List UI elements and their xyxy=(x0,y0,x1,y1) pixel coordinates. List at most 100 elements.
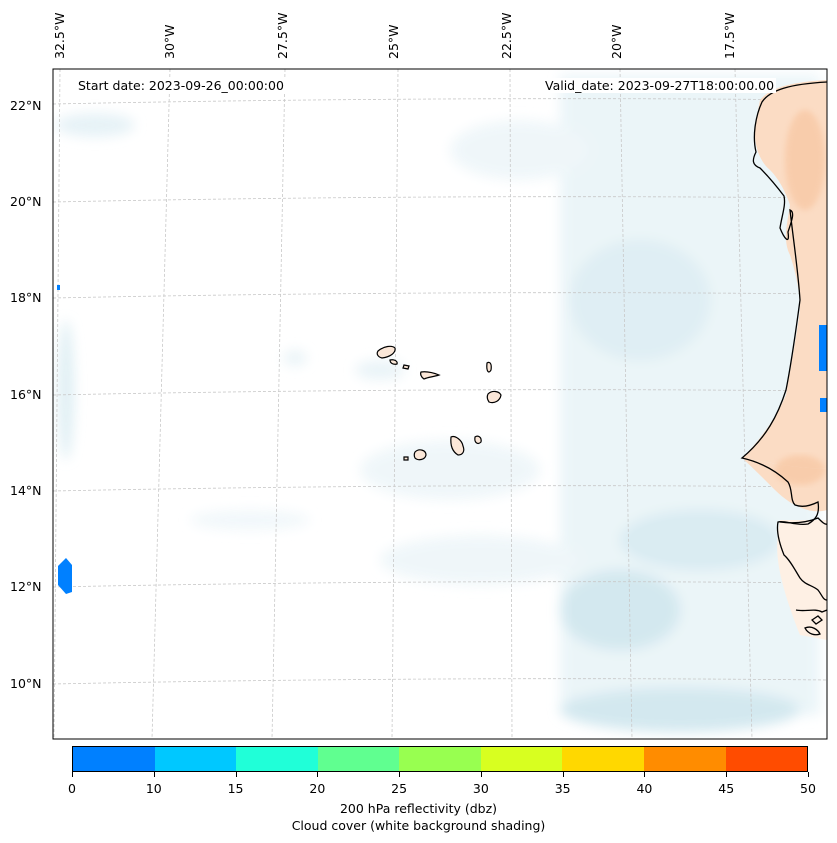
lat-label-10n: 10°N xyxy=(10,676,42,691)
colorbar-subtitle: Cloud cover (white background shading) xyxy=(291,818,546,833)
reflectivity-cell xyxy=(57,285,60,290)
lat-label-18n: 18°N xyxy=(10,290,42,305)
boa-vista-island xyxy=(486,390,502,404)
fogo-island xyxy=(413,449,427,461)
lon-label-32-5w: 32.5°W xyxy=(52,12,67,59)
land-heat-patch xyxy=(775,455,825,485)
map-frame xyxy=(52,68,828,740)
meridian-30w xyxy=(151,69,171,739)
reflectivity-cells xyxy=(57,285,827,594)
colorbar-tick-mark xyxy=(317,772,319,777)
coastlines xyxy=(740,81,827,636)
colorbar-tick-label: 25 xyxy=(391,781,408,796)
colorbar-tick-mark xyxy=(480,772,482,777)
colorbar-tick-label: 0 xyxy=(68,781,76,796)
brava-island xyxy=(403,456,409,461)
sal-island xyxy=(486,361,492,373)
colorbar-segment xyxy=(562,747,644,771)
lat-label-12n: 12°N xyxy=(10,579,42,594)
colorbar-tick-label: 40 xyxy=(636,781,653,796)
cloud-patch xyxy=(560,688,800,732)
cloud-patch xyxy=(560,570,680,650)
land-heat-patch xyxy=(785,110,825,210)
start-date-label: Start date: 2023-09-26_00:00:00 xyxy=(76,78,286,93)
santiago-island xyxy=(450,435,465,456)
santa-luzia-island xyxy=(402,364,410,370)
graticule xyxy=(53,69,827,739)
colorbar-tick-label: 15 xyxy=(227,781,244,796)
lon-label-20w: 20°W xyxy=(609,24,624,59)
cloud-patch xyxy=(450,120,590,180)
reflectivity-colorbar xyxy=(72,746,808,772)
colorbar-segment xyxy=(480,747,563,771)
colorbar-tick-label: 45 xyxy=(718,781,735,796)
lat-label-16n: 16°N xyxy=(10,387,42,402)
lat-label-14n: 14°N xyxy=(10,483,42,498)
guinea-bissau-islands xyxy=(810,615,824,625)
lon-label-17-5w: 17.5°W xyxy=(722,12,737,59)
colorbar-tick-mark xyxy=(72,772,73,777)
colorbar-tick-mark xyxy=(726,772,728,777)
meridian-27-5w xyxy=(271,69,286,739)
colorbar-tick-mark xyxy=(235,772,237,777)
cloud-patch xyxy=(283,350,307,366)
gambia-coastline xyxy=(779,517,827,525)
parallel-22n xyxy=(53,98,827,105)
lon-label-30w: 30°W xyxy=(162,24,177,59)
parallel-18n xyxy=(53,292,827,299)
cloud-patch xyxy=(55,113,135,137)
colorbar-segment xyxy=(725,747,808,771)
colorbar-tick-label: 35 xyxy=(554,781,571,796)
santo-antao-island xyxy=(376,345,396,359)
cloud-cover-shading xyxy=(55,75,820,732)
guinea-bissau-islands xyxy=(804,626,821,636)
colorbar-tick-mark xyxy=(399,772,401,777)
cloud-patch xyxy=(58,320,74,460)
colorbar-segment xyxy=(317,747,400,771)
guinea-bissau-coast xyxy=(795,609,827,613)
colorbar-tick-mark xyxy=(808,772,809,777)
lon-label-22-5w: 22.5°W xyxy=(499,12,514,59)
meridian-25w xyxy=(391,69,399,739)
colorbar-tick-mark xyxy=(644,772,646,777)
valid-date-label: Valid_date: 2023-09-27T18:00:00.00 xyxy=(543,78,777,93)
lat-label-22n: 22°N xyxy=(10,98,42,113)
colorbar-tick-label: 20 xyxy=(309,781,326,796)
colorbar-segment xyxy=(643,747,726,771)
lon-label-25w: 25°W xyxy=(386,24,401,59)
colorbar-segment xyxy=(154,747,237,771)
parallel-20n xyxy=(53,196,827,203)
cloud-patch xyxy=(380,535,580,585)
cloud-patch xyxy=(190,510,310,530)
meridian-32-5w xyxy=(53,69,61,739)
cloud-patch xyxy=(355,360,405,380)
colorbar-tick-label: 50 xyxy=(800,781,816,796)
reflectivity-cell xyxy=(820,398,827,412)
colorbar-tick-mark xyxy=(153,772,155,777)
meridian-22-5w xyxy=(509,69,513,739)
cloud-patch xyxy=(570,240,710,360)
colorbar-segment xyxy=(399,747,481,771)
sao-vicente-island xyxy=(389,359,398,365)
cape-verde-islands xyxy=(376,345,502,461)
lat-label-20n: 20°N xyxy=(10,194,42,209)
parallel-12n xyxy=(53,581,827,588)
colorbar-tick-label: 10 xyxy=(145,781,162,796)
colorbar-title: 200 hPa reflectivity (dbz) xyxy=(339,801,498,816)
parallel-16n xyxy=(53,389,827,396)
colorbar-tick-label: 30 xyxy=(472,781,489,796)
meridian-17-5w xyxy=(734,69,753,739)
parallel-14n xyxy=(53,485,827,492)
africa-coastline xyxy=(740,81,827,601)
sao-nicolau-island xyxy=(420,371,441,380)
reflectivity-cell xyxy=(58,558,72,594)
reflectivity-cell xyxy=(819,325,827,371)
colorbar-segment xyxy=(73,747,155,771)
parallel-10n xyxy=(53,678,827,685)
colorbar-tick-mark xyxy=(562,772,564,777)
meridian-20w xyxy=(619,69,633,739)
cloud-patch xyxy=(620,510,780,570)
cloud-patch xyxy=(360,440,540,500)
colorbar-segment xyxy=(236,747,318,771)
